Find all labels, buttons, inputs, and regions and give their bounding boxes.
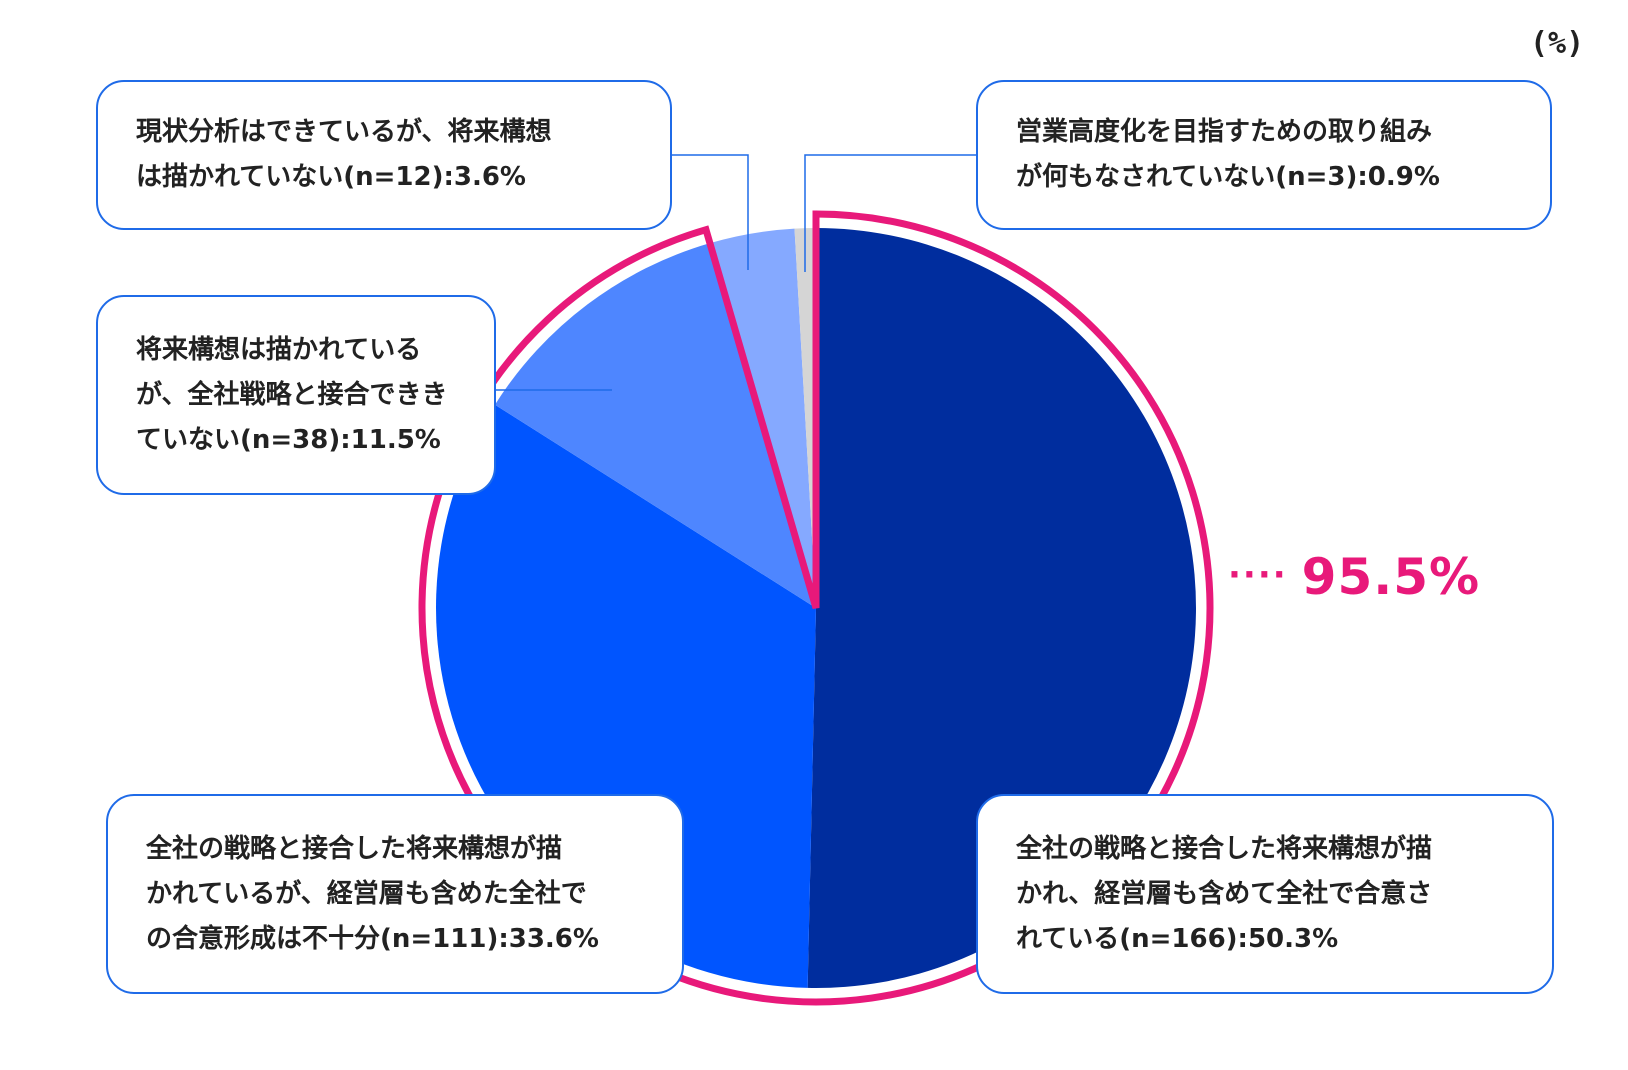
callout-line: 営業高度化を目指すための取り組み <box>1016 117 1433 147</box>
connector-top-left <box>668 154 749 270</box>
callout-line: れている(n=166):50.3% <box>1016 923 1339 954</box>
callout-line: 現状分析はできているが、将来構想 <box>136 117 552 147</box>
total-value: 95.5% <box>1301 548 1481 606</box>
callout-line: かれているが、経営層も含めた全社で <box>146 878 587 909</box>
callout-line: 将来構想は描かれている <box>136 334 422 365</box>
callout-top-right: 営業高度化を目指すための取り組み が何もなされていない(n=3):0.9% <box>976 80 1552 230</box>
pie-slice-5 <box>794 228 816 608</box>
callout-line: 全社の戦略と接合した将来構想が描 <box>1016 833 1433 864</box>
callout-line: かれ、経営層も含めて全社で合意さ <box>1016 878 1433 909</box>
connector-top-right <box>804 154 978 272</box>
callout-bottom-right: 全社の戦略と接合した将来構想が描 かれ、経営層も含めて全社で合意さ れている(n… <box>976 794 1554 994</box>
callout-line: の合意形成は不十分(n=111):33.6% <box>146 923 599 954</box>
callout-line: 全社の戦略と接合した将来構想が描 <box>146 833 563 864</box>
callout-connectors <box>490 154 978 391</box>
callout-line: が、全社戦略と接合できき <box>136 379 448 410</box>
callout-mid-left: 将来構想は描かれている が、全社戦略と接合できき ていない(n=38):11.5… <box>96 295 496 495</box>
leader-dots: ···· <box>1228 555 1288 595</box>
callout-bottom-left: 全社の戦略と接合した将来構想が描 かれているが、経営層も含めた全社で の合意形成… <box>106 794 684 994</box>
callout-line: が何もなされていない(n=3):0.9% <box>1016 162 1440 192</box>
callout-line: は描かれていない(n=12):3.6% <box>136 162 526 192</box>
total-label: ···· 95.5% <box>1228 548 1480 606</box>
unit-label: (%) <box>1530 26 1585 61</box>
callout-top-left: 現状分析はできているが、将来構想 は描かれていない(n=12):3.6% <box>96 80 672 230</box>
callout-line: ていない(n=38):11.5% <box>136 424 441 455</box>
